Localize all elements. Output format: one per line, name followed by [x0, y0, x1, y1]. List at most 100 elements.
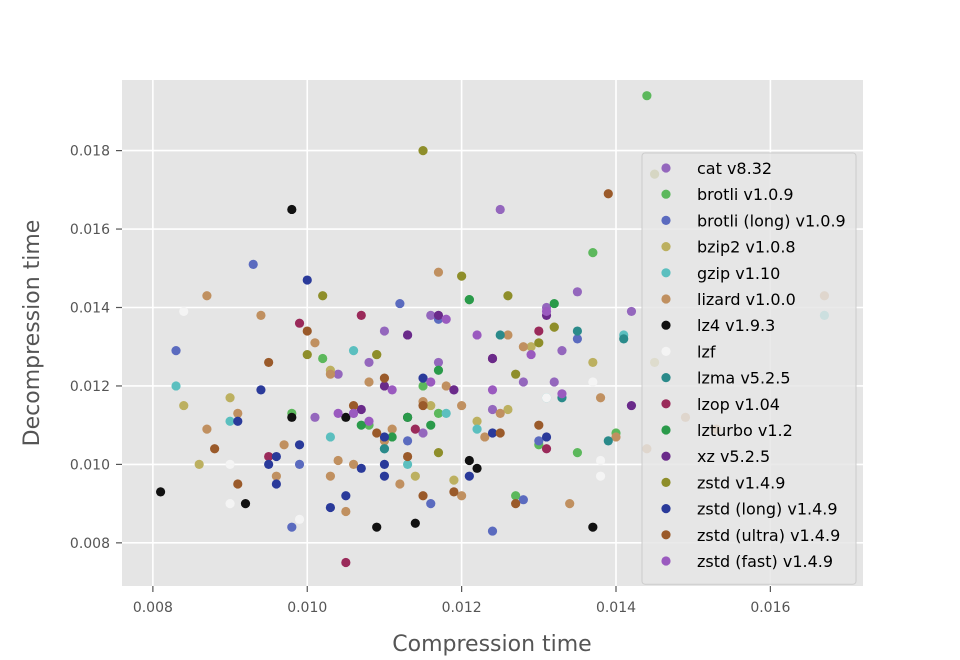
legend-marker [661, 163, 671, 173]
legend-marker [661, 504, 671, 514]
data-point [348, 346, 359, 356]
series-15 [333, 306, 567, 426]
legend-label: lizard v1.0.0 [697, 290, 796, 309]
data-point [611, 432, 621, 442]
data-point [487, 428, 498, 438]
data-point [549, 377, 559, 387]
data-point [619, 334, 629, 344]
data-point [418, 381, 428, 391]
data-point [487, 526, 498, 536]
data-point [642, 91, 652, 101]
data-point [233, 408, 243, 419]
data-point [294, 318, 305, 328]
data-point [595, 471, 606, 481]
data-point [379, 459, 390, 470]
data-point [433, 365, 444, 375]
data-point [364, 377, 374, 387]
data-point [379, 432, 390, 442]
data-point [264, 459, 274, 470]
data-point [356, 420, 366, 430]
data-point [256, 310, 266, 320]
data-point [472, 416, 482, 426]
data-point [402, 451, 413, 462]
y-tick-label: 0.016 [70, 222, 110, 238]
legend-marker [661, 268, 671, 278]
x-axis-title: Compression time [392, 632, 591, 657]
data-point [395, 298, 405, 309]
data-points [155, 91, 830, 568]
data-point [225, 416, 235, 426]
data-point [179, 306, 189, 317]
data-point [518, 495, 528, 505]
data-point [433, 357, 444, 368]
data-point [402, 412, 413, 422]
data-point [441, 314, 451, 324]
data-point [472, 424, 482, 434]
legend-label: lzop v1.04 [697, 395, 780, 414]
legend-label: zstd (long) v1.4.9 [697, 500, 838, 519]
data-point [480, 432, 490, 442]
data-point [356, 463, 366, 473]
data-point [557, 389, 567, 399]
legend-label: brotli (long) v1.0.9 [697, 211, 846, 230]
data-point [155, 487, 166, 497]
legend-label: cat v8.32 [697, 159, 772, 178]
data-point [341, 506, 351, 517]
data-point [595, 455, 606, 466]
data-point [248, 259, 258, 269]
data-point [518, 377, 528, 387]
legend-label: lz4 v1.9.3 [697, 316, 775, 335]
legend-marker [661, 320, 671, 330]
legend-marker [661, 399, 671, 409]
data-point [341, 557, 351, 568]
y-tick-label: 0.012 [70, 379, 110, 395]
legend-label: lzturbo v1.2 [697, 421, 793, 440]
data-point [410, 424, 420, 434]
data-point [271, 471, 281, 481]
data-point [464, 455, 474, 466]
data-point [503, 404, 513, 415]
y-axis-title: Decompression time [20, 220, 45, 447]
data-point [171, 346, 181, 356]
data-point [410, 518, 420, 528]
data-point [233, 479, 243, 489]
data-point [457, 271, 467, 281]
data-point [572, 448, 583, 458]
data-point [348, 408, 359, 419]
data-point [487, 385, 498, 395]
legend-marker [661, 477, 671, 487]
legend-label: zstd (fast) v1.4.9 [697, 552, 833, 571]
data-point [379, 381, 390, 391]
data-point [387, 385, 397, 395]
x-tick-label: 0.008 [133, 600, 173, 616]
series-8 [379, 326, 629, 454]
data-point [294, 459, 305, 470]
data-point [495, 408, 505, 419]
legend-label: lzma v5.2.5 [697, 369, 791, 388]
data-point [364, 357, 374, 368]
data-point [541, 306, 552, 317]
legend-label: zstd v1.4.9 [697, 473, 785, 492]
data-point [541, 444, 552, 454]
legend-label: gzip v1.10 [697, 264, 780, 283]
data-point [526, 349, 536, 360]
data-point [225, 459, 235, 470]
data-point [287, 522, 297, 532]
data-point [318, 291, 328, 301]
data-point [333, 455, 343, 466]
axis-ticks: 0.008 0.010 0.012 0.014 0.016 0.008 0.010 0.012… [70, 144, 791, 616]
data-point [464, 471, 474, 481]
data-point [433, 408, 444, 419]
data-point [433, 448, 444, 458]
y-tick-label: 0.014 [70, 301, 110, 317]
data-point [302, 326, 312, 336]
legend-marker [661, 530, 671, 540]
legend-marker [661, 242, 671, 252]
data-point [379, 444, 390, 454]
legend-marker [661, 425, 671, 435]
legend-box [641, 152, 857, 585]
legend-marker [661, 189, 671, 199]
legend-marker [661, 215, 671, 225]
data-point [379, 326, 390, 336]
